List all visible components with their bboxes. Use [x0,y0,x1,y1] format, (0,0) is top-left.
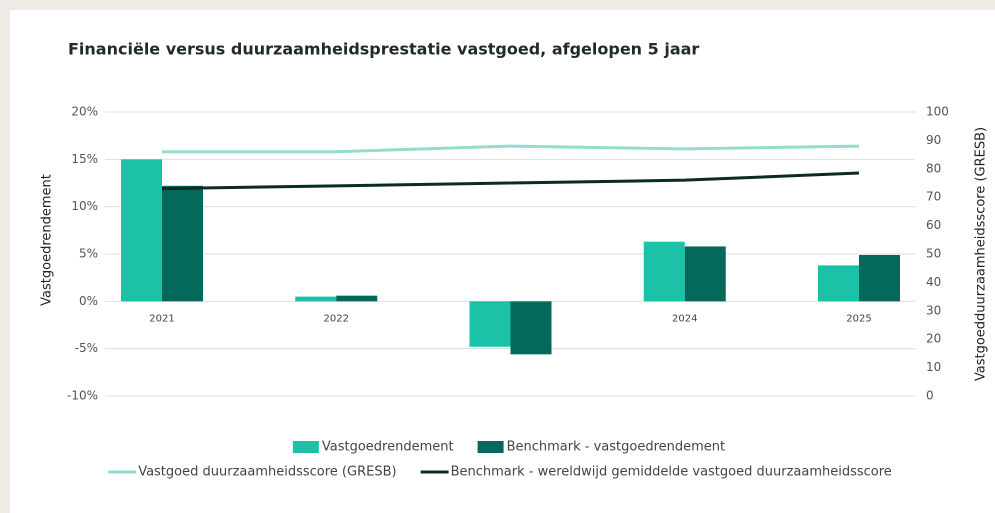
legend-label: Vastgoed duurzaamheidsscore (GRESB) [138,465,396,480]
y-tick-label: -10% [67,389,98,403]
bar [295,296,337,302]
legend-swatch [292,441,319,453]
x-tick-label: 2022 [324,313,349,324]
bar [510,301,552,355]
bar [684,246,726,302]
chart-title: Financiële versus duurzaamheidsprestatie… [68,40,699,59]
y2-tick-label: 0 [926,389,934,403]
y2-tick-label: 80 [926,161,941,175]
y-tick-label: 20% [71,105,98,119]
line [161,171,860,191]
y2-tick-label: 30 [926,303,941,317]
y-axis-title: Vastgoedrendement [40,174,55,306]
bar [818,265,859,302]
bar [859,254,900,302]
y2-tick-label: 70 [926,190,941,204]
y-tick-label: -5% [75,341,98,355]
bar [162,185,203,302]
bar [469,301,511,347]
x-tick-label: 2024 [672,313,697,324]
bar [643,241,685,302]
y2-tick-label: 10 [926,360,941,374]
x-tick-label: 2025 [846,313,871,324]
legend-swatch [477,441,504,453]
y-tick-label: 10% [71,199,98,213]
y2-axis-title: Vastgoedduurzaamheidsscore (GRESB) [974,127,989,381]
bar [121,159,162,302]
y2-tick-label: 50 [926,247,941,261]
legend-label: Benchmark - wereldwijd gemiddelde vastgo… [451,465,892,480]
y2-tick-label: 60 [926,218,941,232]
y2-tick-label: 100 [926,105,949,119]
y2-tick-label: 40 [926,275,941,289]
legend-label: Benchmark - vastgoedrendement [507,440,726,455]
y2-tick-label: 90 [926,133,941,147]
y-tick-label: 5% [79,247,98,261]
bar [336,295,378,302]
y-tick-label: 15% [71,152,98,166]
x-tick-label: 2021 [149,313,174,324]
y2-tick-label: 20 [926,332,941,346]
legend-label: Vastgoedrendement [322,440,454,455]
y-tick-label: 0% [79,294,98,308]
line [162,144,860,154]
